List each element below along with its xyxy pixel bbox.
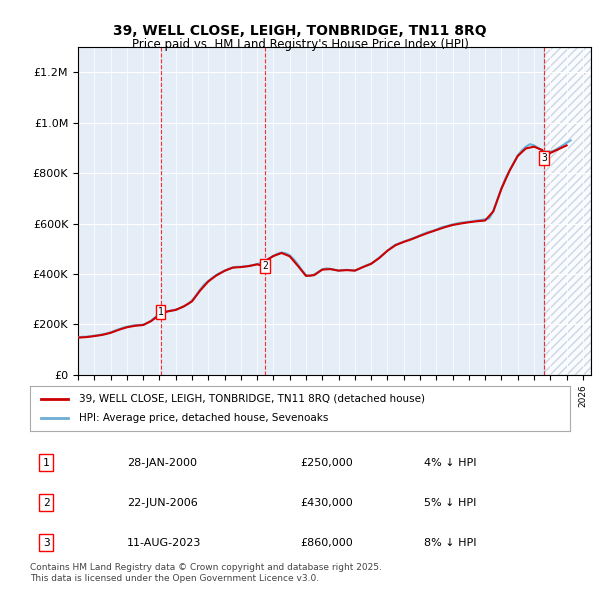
Text: 2: 2	[43, 498, 50, 507]
Text: 39, WELL CLOSE, LEIGH, TONBRIDGE, TN11 8RQ: 39, WELL CLOSE, LEIGH, TONBRIDGE, TN11 8…	[113, 24, 487, 38]
Text: £430,000: £430,000	[300, 498, 353, 507]
Bar	[265, 47, 544, 375]
Text: 8% ↓ HPI: 8% ↓ HPI	[424, 538, 476, 548]
Text: 11-AUG-2023: 11-AUG-2023	[127, 538, 202, 548]
Text: 2: 2	[262, 261, 268, 271]
Text: Contains HM Land Registry data © Crown copyright and database right 2025.
This d: Contains HM Land Registry data © Crown c…	[30, 563, 382, 583]
Text: Price paid vs. HM Land Registry's House Price Index (HPI): Price paid vs. HM Land Registry's House …	[131, 38, 469, 51]
Bar	[78, 47, 161, 375]
Text: 3: 3	[541, 153, 547, 163]
Text: 22-JUN-2006: 22-JUN-2006	[127, 498, 198, 507]
Text: 3: 3	[43, 538, 50, 548]
Bar	[161, 47, 265, 375]
Text: 1: 1	[158, 307, 164, 317]
Text: £860,000: £860,000	[300, 538, 353, 548]
Bar	[544, 47, 591, 375]
Text: 39, WELL CLOSE, LEIGH, TONBRIDGE, TN11 8RQ (detached house): 39, WELL CLOSE, LEIGH, TONBRIDGE, TN11 8…	[79, 394, 425, 404]
Text: £250,000: £250,000	[300, 458, 353, 467]
Text: 4% ↓ HPI: 4% ↓ HPI	[424, 458, 476, 467]
Bar	[544, 47, 591, 375]
Text: 5% ↓ HPI: 5% ↓ HPI	[424, 498, 476, 507]
Text: 28-JAN-2000: 28-JAN-2000	[127, 458, 197, 467]
Text: HPI: Average price, detached house, Sevenoaks: HPI: Average price, detached house, Seve…	[79, 414, 328, 423]
Text: 1: 1	[43, 458, 50, 467]
